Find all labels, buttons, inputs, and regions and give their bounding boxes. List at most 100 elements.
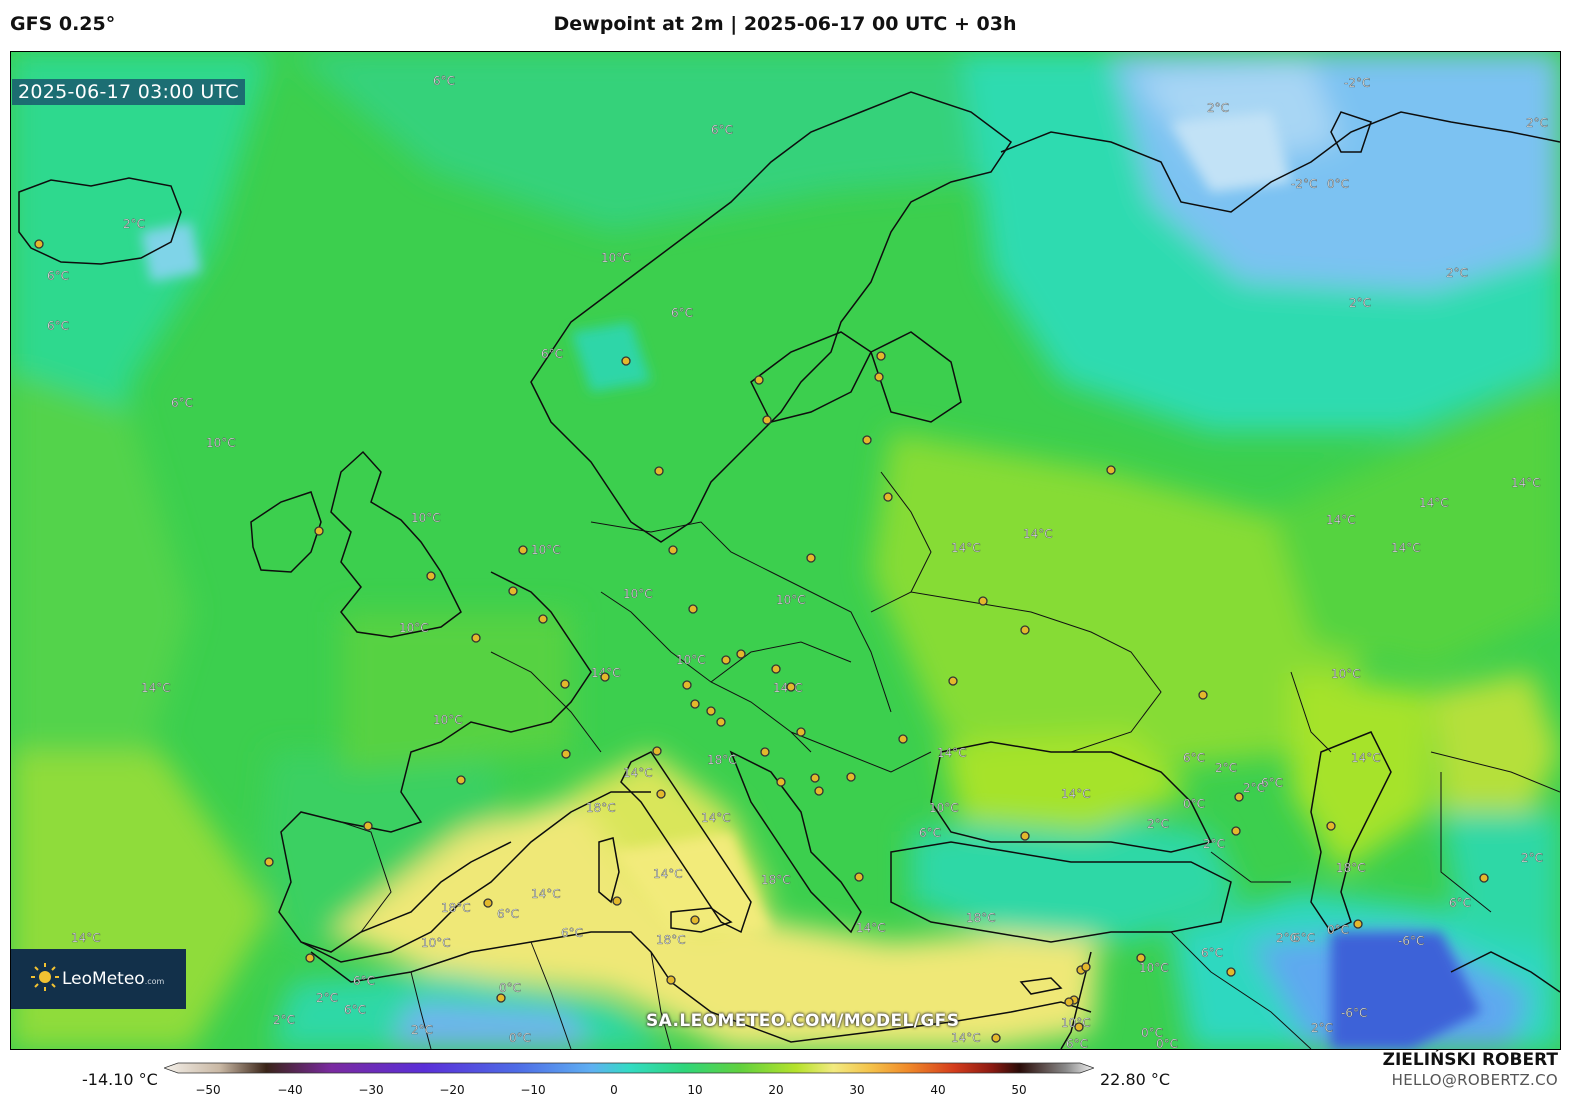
city-marker [600, 672, 610, 682]
city-marker [846, 772, 856, 782]
city-marker [688, 604, 698, 614]
contour-label: 14°C [951, 541, 981, 555]
contour-label: -6°C [1341, 1006, 1367, 1020]
city-marker [991, 1033, 1001, 1043]
author-name: ZIELIŃSKI ROBERT [1382, 1050, 1558, 1070]
contour-label: 2°C [1446, 266, 1468, 280]
city-marker [862, 435, 872, 445]
contour-label: 0°C [499, 981, 521, 995]
city-marker [1326, 821, 1336, 831]
country-borders [340, 471, 1560, 1049]
city-marker [706, 706, 716, 716]
contour-label: 14°C [623, 766, 653, 780]
contour-label: 6°C [433, 74, 455, 88]
city-marker [1081, 962, 1091, 972]
city-marker [314, 526, 324, 536]
contour-label: 0°C [1183, 797, 1205, 811]
city-marker [760, 747, 770, 757]
dewpoint-map: 6°C 2°C 6°C 6°C 6°C 10°C 10°C 6°C 6°C 6°… [10, 51, 1561, 1050]
city-marker [776, 777, 786, 787]
colorbar-tick: 30 [849, 1083, 865, 1097]
contour-label: 6°C [1449, 896, 1471, 910]
city-marker [264, 857, 274, 867]
contour-label: 2°C [1147, 817, 1169, 831]
city-marker [1136, 953, 1146, 963]
contour-label: 18°C [707, 753, 737, 767]
city-marker [508, 586, 518, 596]
contour-label: 6°C [171, 396, 193, 410]
city-marker [538, 614, 548, 624]
city-marker [690, 699, 700, 709]
city-marker [814, 786, 824, 796]
sun-icon [31, 963, 59, 991]
city-marker [1353, 919, 1363, 929]
contour-label: 18°C [586, 801, 616, 815]
city-marker [883, 492, 893, 502]
contour-label: 6°C [1261, 776, 1283, 790]
contour-label: 14°C [1061, 787, 1091, 801]
logo-suffix: .com [144, 977, 165, 986]
city-marker [682, 680, 692, 690]
city-marker [771, 664, 781, 674]
source-watermark: SA.LEOMETEO.COM/MODEL/GFS [646, 1011, 960, 1031]
colorbar-tick: −30 [358, 1083, 384, 1097]
city-marker [1020, 625, 1030, 635]
contour-label: 10°C [601, 251, 631, 265]
contour-label: 6°C [671, 306, 693, 320]
contour-label: 6°C [1201, 946, 1223, 960]
city-marker [978, 596, 988, 606]
city-marker [561, 749, 571, 759]
city-marker [483, 898, 493, 908]
contour-label: 2°C [1311, 1021, 1333, 1035]
contour-label: 14°C [141, 681, 171, 695]
contour-label: 14°C [856, 921, 886, 935]
city-marker [874, 372, 884, 382]
contour-label: 14°C [1391, 541, 1421, 555]
contour-label: 2°C [1215, 761, 1237, 775]
city-marker [736, 649, 746, 659]
city-marker [666, 975, 676, 985]
contour-label: 2°C [123, 217, 145, 231]
contour-label: -6°C [1398, 934, 1424, 948]
colorbar-tick: 0 [610, 1083, 618, 1097]
leometeo-logo: LeoMeteo.com [11, 949, 186, 1009]
contour-label: 14°C [1023, 527, 1053, 541]
city-marker [754, 375, 764, 385]
city-marker [810, 773, 820, 783]
city-marker [762, 415, 772, 425]
model-name: GFS 0.25° [10, 13, 116, 35]
contour-label: -2°C [1291, 177, 1317, 191]
contour-label: -2°C [1344, 76, 1370, 90]
author-email: HELLO@ROBERTZ.CO [1391, 1071, 1558, 1089]
city-marker [1231, 826, 1241, 836]
colorbar-tick: −50 [195, 1083, 221, 1097]
city-marker [1234, 792, 1244, 802]
city-marker [1074, 1022, 1084, 1032]
valid-time-badge: 2025-06-17 03:00 UTC [12, 79, 245, 105]
city-marker [363, 821, 373, 831]
contour-label: 2°C [1521, 851, 1543, 865]
city-marker [786, 682, 796, 692]
city-marker [496, 993, 506, 1003]
contour-label: 14°C [937, 746, 967, 760]
contour-label: 14°C [653, 867, 683, 881]
contour-label: 18°C [1336, 861, 1366, 875]
colorbar-min-label: -14.10 °C [82, 1070, 158, 1089]
city-marker [426, 571, 436, 581]
contour-label: 2°C [1203, 837, 1225, 851]
contour-label: 18°C [441, 901, 471, 915]
contour-label: 10°C [399, 621, 429, 635]
contour-label: 14°C [1511, 476, 1541, 490]
contour-label: 0°C [1156, 1037, 1178, 1049]
city-marker [34, 239, 44, 249]
contour-label: 6°C [919, 826, 941, 840]
contour-label: 2°C [316, 991, 338, 1005]
city-marker [654, 466, 664, 476]
contour-label: 6°C [1183, 751, 1205, 765]
city-marker [806, 553, 816, 563]
city-marker [876, 351, 886, 361]
colorbar-tick: −40 [277, 1083, 303, 1097]
contour-label: 6°C [353, 974, 375, 988]
city-marker [716, 717, 726, 727]
colorbar [164, 1062, 1094, 1074]
